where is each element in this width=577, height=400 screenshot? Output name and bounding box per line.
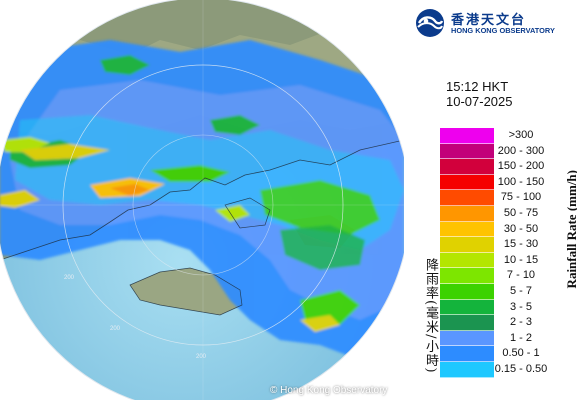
legend-swatch [440,315,494,331]
legend-swatch [440,283,494,300]
copyright-text: © Hong Kong Observatory [270,385,388,396]
legend-swatch [440,268,494,284]
observatory-name-en: HONG KONG OBSERVATORY [451,26,555,35]
legend-label: 5 - 7 [509,284,532,297]
legend-label: 100 - 150 [497,175,545,188]
legend-label: 150 - 200 [497,160,545,173]
legend-label: 0.15 - 0.50 [494,362,548,375]
legend-label: 15 - 30 [503,238,539,251]
legend-swatch [440,143,494,160]
legend-title-en: Rainfall Rate (mm/h) [564,170,577,289]
legend-label: >300 [508,129,534,141]
legend-swatch [440,128,494,144]
observatory-name-zh: 香港天文台 [451,13,527,28]
legend-swatch [440,221,494,238]
legend-swatch [440,252,494,269]
radar-date: 10-07-2025 [446,94,513,109]
legend-label: 0.50 - 1 [502,347,540,360]
radar-map[interactable]: 200 200 200 © Hong Kong Observatory [0,0,404,400]
legend-swatch [440,159,494,175]
legend-swatch [440,205,494,222]
observatory-logo-icon [416,9,444,37]
legend-label: 7 - 10 [506,269,536,282]
legend-label: 1 - 2 [509,331,532,344]
legend-label: 2 - 3 [509,316,532,329]
legend-label: 200 - 300 [497,144,545,157]
legend-label: 75 - 100 [500,191,542,204]
legend-label: 30 - 50 [503,222,539,235]
legend-swatch [440,330,494,347]
range-ring-label: 200 [196,354,207,360]
range-ring-label: 200 [110,326,121,332]
legend-swatch [440,299,494,316]
legend-label: 10 - 15 [503,253,539,266]
legend-swatch [440,346,494,362]
legend-swatch [440,174,494,191]
legend-swatch [440,361,494,378]
legend-swatch [440,237,494,253]
legend-title-zh: 降雨率(毫米/小時) [423,258,438,374]
legend-label: 50 - 75 [503,206,539,219]
rainfall-legend [440,128,494,378]
radar-time: 15:12 HKT [446,79,509,94]
legend-swatch [440,190,494,206]
rainfall-legend-labels: >300 200 - 300 150 - 200 100 - 150 75 - 100 5… [480,128,562,378]
range-ring-label: 200 [64,275,75,281]
legend-label: 3 - 5 [509,300,532,313]
legend-panel: 香港天文台 HONG KONG OBSERVATORY 15:12 HKT 10… [404,0,577,400]
radar-map-graphic: 200 200 200 [0,0,404,400]
